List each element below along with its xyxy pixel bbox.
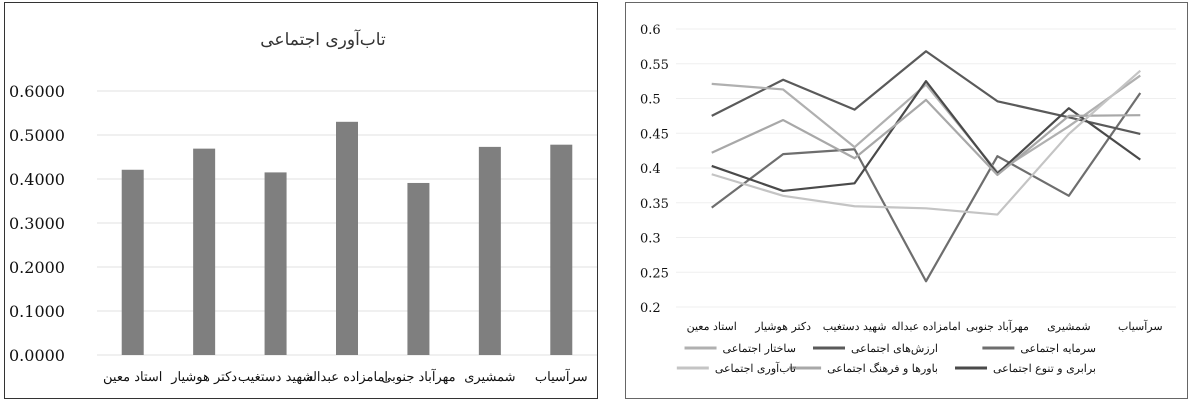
- bar-y-tick-label: 0.0000: [9, 346, 65, 365]
- bar-y-tick-label: 0.4000: [9, 170, 65, 189]
- bar-y-tick-label: 0.2000: [9, 258, 65, 277]
- bar-x-tick-label: استاد معین: [103, 370, 162, 385]
- bar-x-tick-label: شمشیری: [464, 370, 515, 385]
- line-y-tick-label: 0.3: [640, 232, 661, 247]
- legend-label: برابری و تنوع اجتماعی: [993, 362, 1096, 375]
- line-y-tick-label: 0.45: [640, 127, 669, 142]
- bar-chart-title: تاب‌آوری اجتماعی: [260, 28, 386, 50]
- series-line: [711, 69, 1142, 216]
- bar-chart: تاب‌آوری اجتماعی 0.0000 0.1000 0.2000 0.300…: [9, 28, 597, 385]
- bar-x-tick-label: سرآسیاب: [535, 368, 588, 385]
- line-x-tick-label: شهید دستغیب: [823, 320, 887, 333]
- line-y-tick-label: 0.55: [640, 58, 669, 73]
- bar: [407, 182, 430, 355]
- bar: [264, 172, 287, 355]
- bar-y-tick-label: 0.5000: [9, 126, 65, 145]
- bar-x-tick-label: امامزاده عبداله: [306, 370, 388, 385]
- legend-label: تاب‌آوری اجتماعی: [715, 362, 796, 375]
- bar-x-tick-label: دکتر هوشیار: [170, 370, 237, 385]
- line-x-tick-label: شمشیری: [1047, 320, 1090, 333]
- bar: [478, 146, 501, 355]
- bar-y-tick-label: 0.3000: [9, 214, 65, 233]
- bar: [193, 148, 216, 355]
- line-x-tick-label: امامزاده عبداله: [891, 320, 960, 333]
- line-chart: 0.2 0.25 0.3 0.35 0.4 0.45 0.5 0.55 0.6 استاد مع…: [640, 23, 1176, 375]
- bar-chart-panel: تاب‌آوری اجتماعی 0.0000 0.1000 0.2000 0.300…: [4, 2, 598, 399]
- series-line: [711, 80, 1141, 193]
- bar-y-tick-label: 0.1000: [9, 302, 65, 321]
- legend-label: ساختار اجتماعی: [723, 342, 796, 355]
- series-line: [711, 98, 1141, 177]
- line-y-tick-label: 0.35: [640, 197, 669, 212]
- line-x-tick-label: استاد معین: [687, 320, 737, 333]
- line-y-tick-label: 0.25: [640, 266, 669, 281]
- line-y-tick-label: 0.5: [640, 93, 661, 108]
- bar-x-tick-label: شهید دستغیب: [238, 370, 313, 385]
- bar: [336, 121, 358, 355]
- bar: [550, 144, 573, 355]
- line-y-tick-label: 0.2: [640, 301, 661, 316]
- bar-x-tick-label: مهرآباد جنوبی: [381, 368, 455, 385]
- line-x-tick-label: مهرآباد جنوبی: [966, 320, 1029, 333]
- line-y-tick-label: 0.6: [640, 23, 661, 38]
- line-y-tick-label: 0.4: [640, 162, 661, 177]
- line-x-tick-label: سرآسیاب: [1118, 320, 1163, 333]
- legend-label: سرمایه اجتماعی: [1020, 342, 1096, 355]
- legend-label: باورها و فرهنگ اجتماعی: [827, 362, 938, 375]
- bar: [121, 169, 144, 355]
- bar-y-tick-label: 0.6000: [9, 82, 65, 101]
- legend-label: ارزش‌های اجتماعی: [851, 342, 938, 355]
- line-x-tick-label: دکتر هوشیار: [754, 320, 811, 333]
- line-chart-panel: 0.2 0.25 0.3 0.35 0.4 0.45 0.5 0.55 0.6 استاد مع…: [625, 2, 1188, 399]
- series-line: [711, 74, 1141, 174]
- series-line: [711, 92, 1142, 283]
